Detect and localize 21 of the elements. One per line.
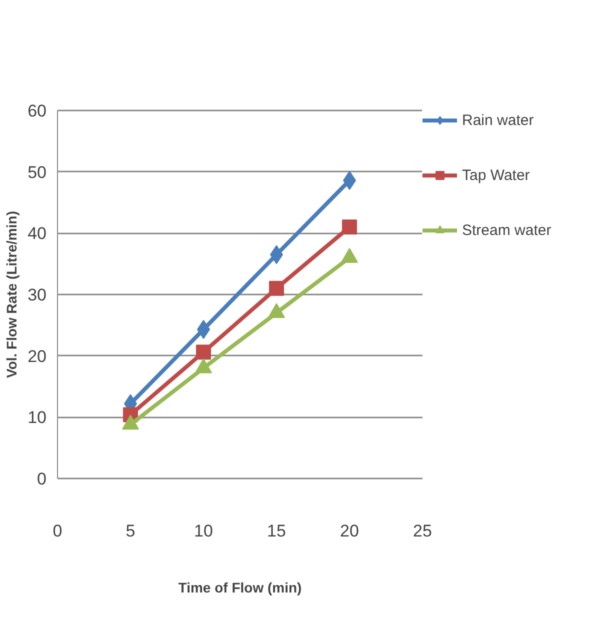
point <box>342 220 357 235</box>
x-tick-label: 5 <box>126 522 136 540</box>
x-tick-label: 20 <box>340 522 359 540</box>
y-axis-title: Vol. Flow Rate (Litre/min) <box>4 211 20 378</box>
legend-label: Stream water <box>462 222 552 238</box>
x-tick-label: 25 <box>413 522 432 540</box>
x-axis-title: Time of Flow (min) <box>178 580 302 596</box>
point <box>196 344 211 360</box>
y-tick-label: 30 <box>28 286 47 304</box>
y-tick-label: 60 <box>28 102 47 120</box>
y-tick-label: 0 <box>37 470 47 488</box>
x-tick-label: 0 <box>52 522 62 540</box>
legend-label: Tap Water <box>462 166 531 184</box>
x-tick-label: 10 <box>194 522 213 540</box>
y-tick-label: 20 <box>28 346 47 366</box>
y-tick-label: 40 <box>28 224 47 244</box>
legend-label: Rain water <box>462 112 535 128</box>
y-tick-label: 10 <box>28 408 47 428</box>
x-tick-label: 15 <box>267 522 286 540</box>
point <box>269 280 284 296</box>
y-tick-label: 50 <box>28 162 47 182</box>
